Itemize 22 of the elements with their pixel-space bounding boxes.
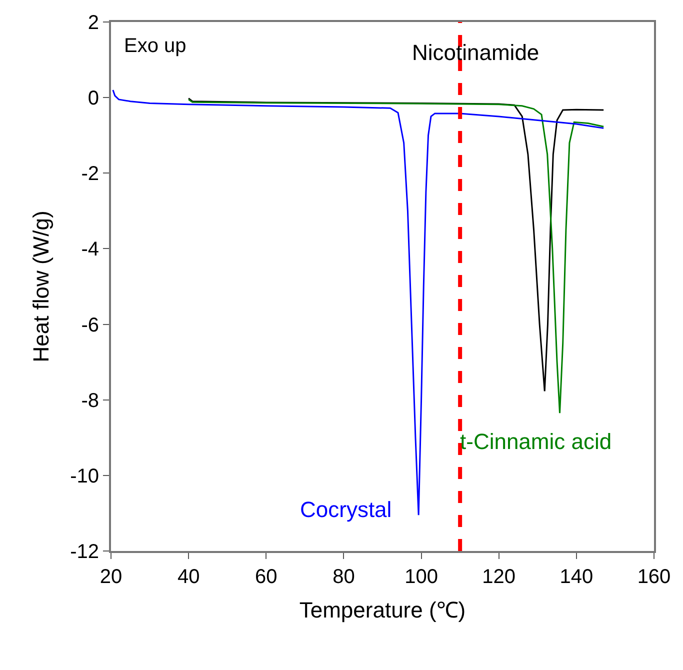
y-tick-label: -10 (70, 465, 99, 488)
x-tick-label: 80 (332, 566, 355, 588)
y-tick-label: -6 (81, 314, 99, 336)
y-tick-label: -4 (81, 238, 99, 261)
x-tick-label: 100 (404, 566, 438, 588)
series-label: t-Cinnamic acid (460, 429, 612, 454)
x-axis-title: Temperature (℃) (299, 597, 466, 622)
y-tick-label: -8 (81, 390, 99, 412)
y-tick-label: -2 (81, 163, 99, 186)
series-label: Nicotinamide (412, 40, 540, 65)
x-tick-label: 60 (255, 566, 278, 588)
x-tick-label: 40 (177, 566, 200, 588)
x-tick-label: 160 (637, 566, 671, 588)
y-axis-title: Heat flow (W/g) (28, 210, 54, 362)
y-tick-label: 0 (88, 88, 99, 110)
series-label: Cocrystal (300, 497, 392, 522)
y-tick-label: -12 (70, 541, 99, 563)
x-tick-label: 120 (482, 566, 516, 588)
x-tick-label: 20 (100, 566, 122, 588)
x-tick-label: 140 (560, 566, 594, 588)
y-tick-label: 2 (88, 12, 99, 34)
annotation: Exo up (124, 35, 186, 57)
